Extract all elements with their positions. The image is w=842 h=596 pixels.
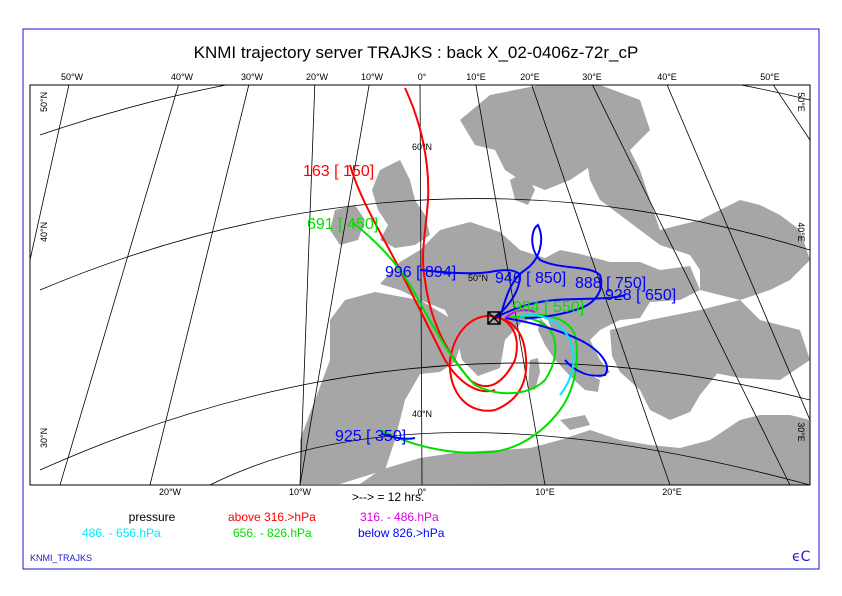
trajectory-blue-2 [419,269,522,319]
trajectory-blue-3 [504,317,608,377]
lon-label-top: 50°E [760,72,780,82]
lat-label-inner: 50°N [468,273,488,283]
longitude-lines [30,85,810,485]
lat-labels-right: 50°E 40°E 30°E [796,92,806,442]
lat-label-left: 30°N [39,428,49,448]
lat-label-left: 50°N [39,92,49,112]
legend-item: 486. - 656.hPa [82,526,161,540]
trajectory-label: 996 [ 894] [385,264,456,281]
trajectory-labels: 163 [ 150] 691 [ 450] 996 [ 894] 946 [ 8… [303,163,676,445]
lon-label-bottom: 10°W [289,487,312,497]
lat-label-inner: 40°N [412,409,432,419]
trajectory-red-2 [349,164,496,393]
trajectory-green [351,221,557,395]
lon-labels-bottom: 20°W 10°W 0° 10°E 20°E [159,487,682,497]
trajectory-label: 928 [ 650] [605,287,676,304]
lon-labels-top: 50°W 40°W 30°W 20°W 10°W 0° 10°E 20°E 30… [61,72,780,82]
lon-label-bottom: 20°W [159,487,182,497]
lon-label-top: 20°W [306,72,329,82]
lat-labels-left: 50°N 40°N 30°N [39,92,49,448]
lon-label-top: 30°W [241,72,264,82]
trajectory-label: 888 [ 750] [575,275,646,292]
trajectory-green-2 [379,313,578,454]
lon-label-bottom: 20°E [662,487,682,497]
trajectory-label: 925 [ 350] [335,428,406,445]
trajectory-label: 163 [ 150] [303,163,374,180]
chart-title: KNMI trajectory server TRAJKS : back X_0… [194,43,639,62]
trajectory-cyan [519,314,575,396]
legend-item: 656. - 826.hPa [233,526,312,540]
lon-label-right: 50°E [796,92,806,112]
lat-labels-inner: 60°N 50°N 40°N [412,142,488,419]
legend-heading: pressure [129,510,176,524]
lon-label-top: 0° [418,72,427,82]
lon-label-top: 50°W [61,72,84,82]
trajectory-blue-5 [494,294,626,319]
lon-label-top: 10°W [361,72,384,82]
lon-label-bottom: 10°E [535,487,555,497]
lon-label-top: 20°E [520,72,540,82]
footer-label: KNMI_TRAJKS [30,553,92,563]
map-area [29,84,811,486]
trajectory-label: 984 [ 550] [513,299,584,316]
trajectories [349,87,626,454]
lat-label-left: 40°N [39,222,49,242]
knmi-logo-icon: ϵϹ [792,549,811,565]
lon-label-top: 40°E [657,72,677,82]
map-border [29,84,811,486]
lon-label-top: 10°E [466,72,486,82]
trajectory-blue-4 [381,433,416,440]
legend-item: 316. - 486.hPa [360,510,439,524]
legend-item: above 316.>hPa [228,510,316,524]
latitude-lines [39,85,810,485]
interval-note: >--> = 12 hrs. [352,490,424,504]
legend-item: below 826.>hPa [358,526,445,540]
lon-label-top: 40°W [171,72,194,82]
trajectory-blue [499,223,603,319]
start-location-marker [487,311,501,325]
lon-label-right: 30°E [796,422,806,442]
trajectory-red [404,87,528,412]
lon-label-bottom: 0° [418,487,427,497]
lon-label-right: 40°E [796,222,806,242]
pressure-legend: pressure above 316.>hPa 316. - 486.hPa 4… [82,510,445,540]
trajectory-label: 946 [ 850] [495,270,566,287]
trajectory-magenta [504,309,536,319]
lat-label-inner: 60°N [412,142,432,152]
trajectory-label: 691 [ 450] [307,216,378,233]
lon-label-top: 30°E [582,72,602,82]
